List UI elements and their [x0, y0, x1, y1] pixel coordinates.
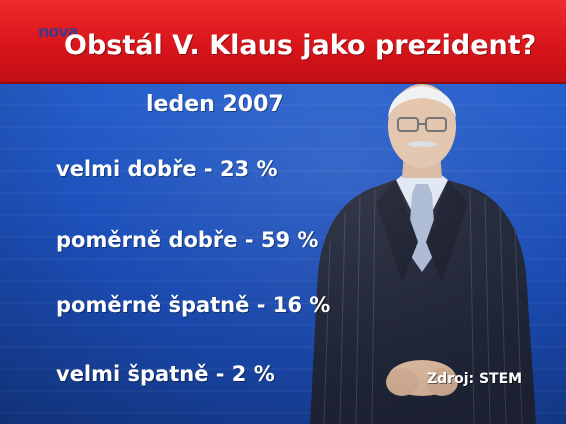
- survey-period: leden 2007: [146, 92, 284, 117]
- source-caption: Zdroj: STEM: [427, 371, 523, 387]
- page-title: Obstál V. Klaus jako prezident?: [64, 30, 537, 61]
- title-bar: nova Obstál V. Klaus jako prezident?: [0, 0, 566, 84]
- channel-logo: nova: [38, 22, 79, 41]
- result-pomerne-dobre: poměrně dobře - 59 %: [56, 228, 319, 252]
- result-velmi-dobre: velmi dobře - 23 %: [56, 157, 278, 181]
- result-pomerne-spatne: poměrně špatně - 16 %: [56, 293, 331, 317]
- person-photo: [310, 84, 536, 424]
- result-velmi-spatne: velmi špatně - 2 %: [56, 362, 275, 386]
